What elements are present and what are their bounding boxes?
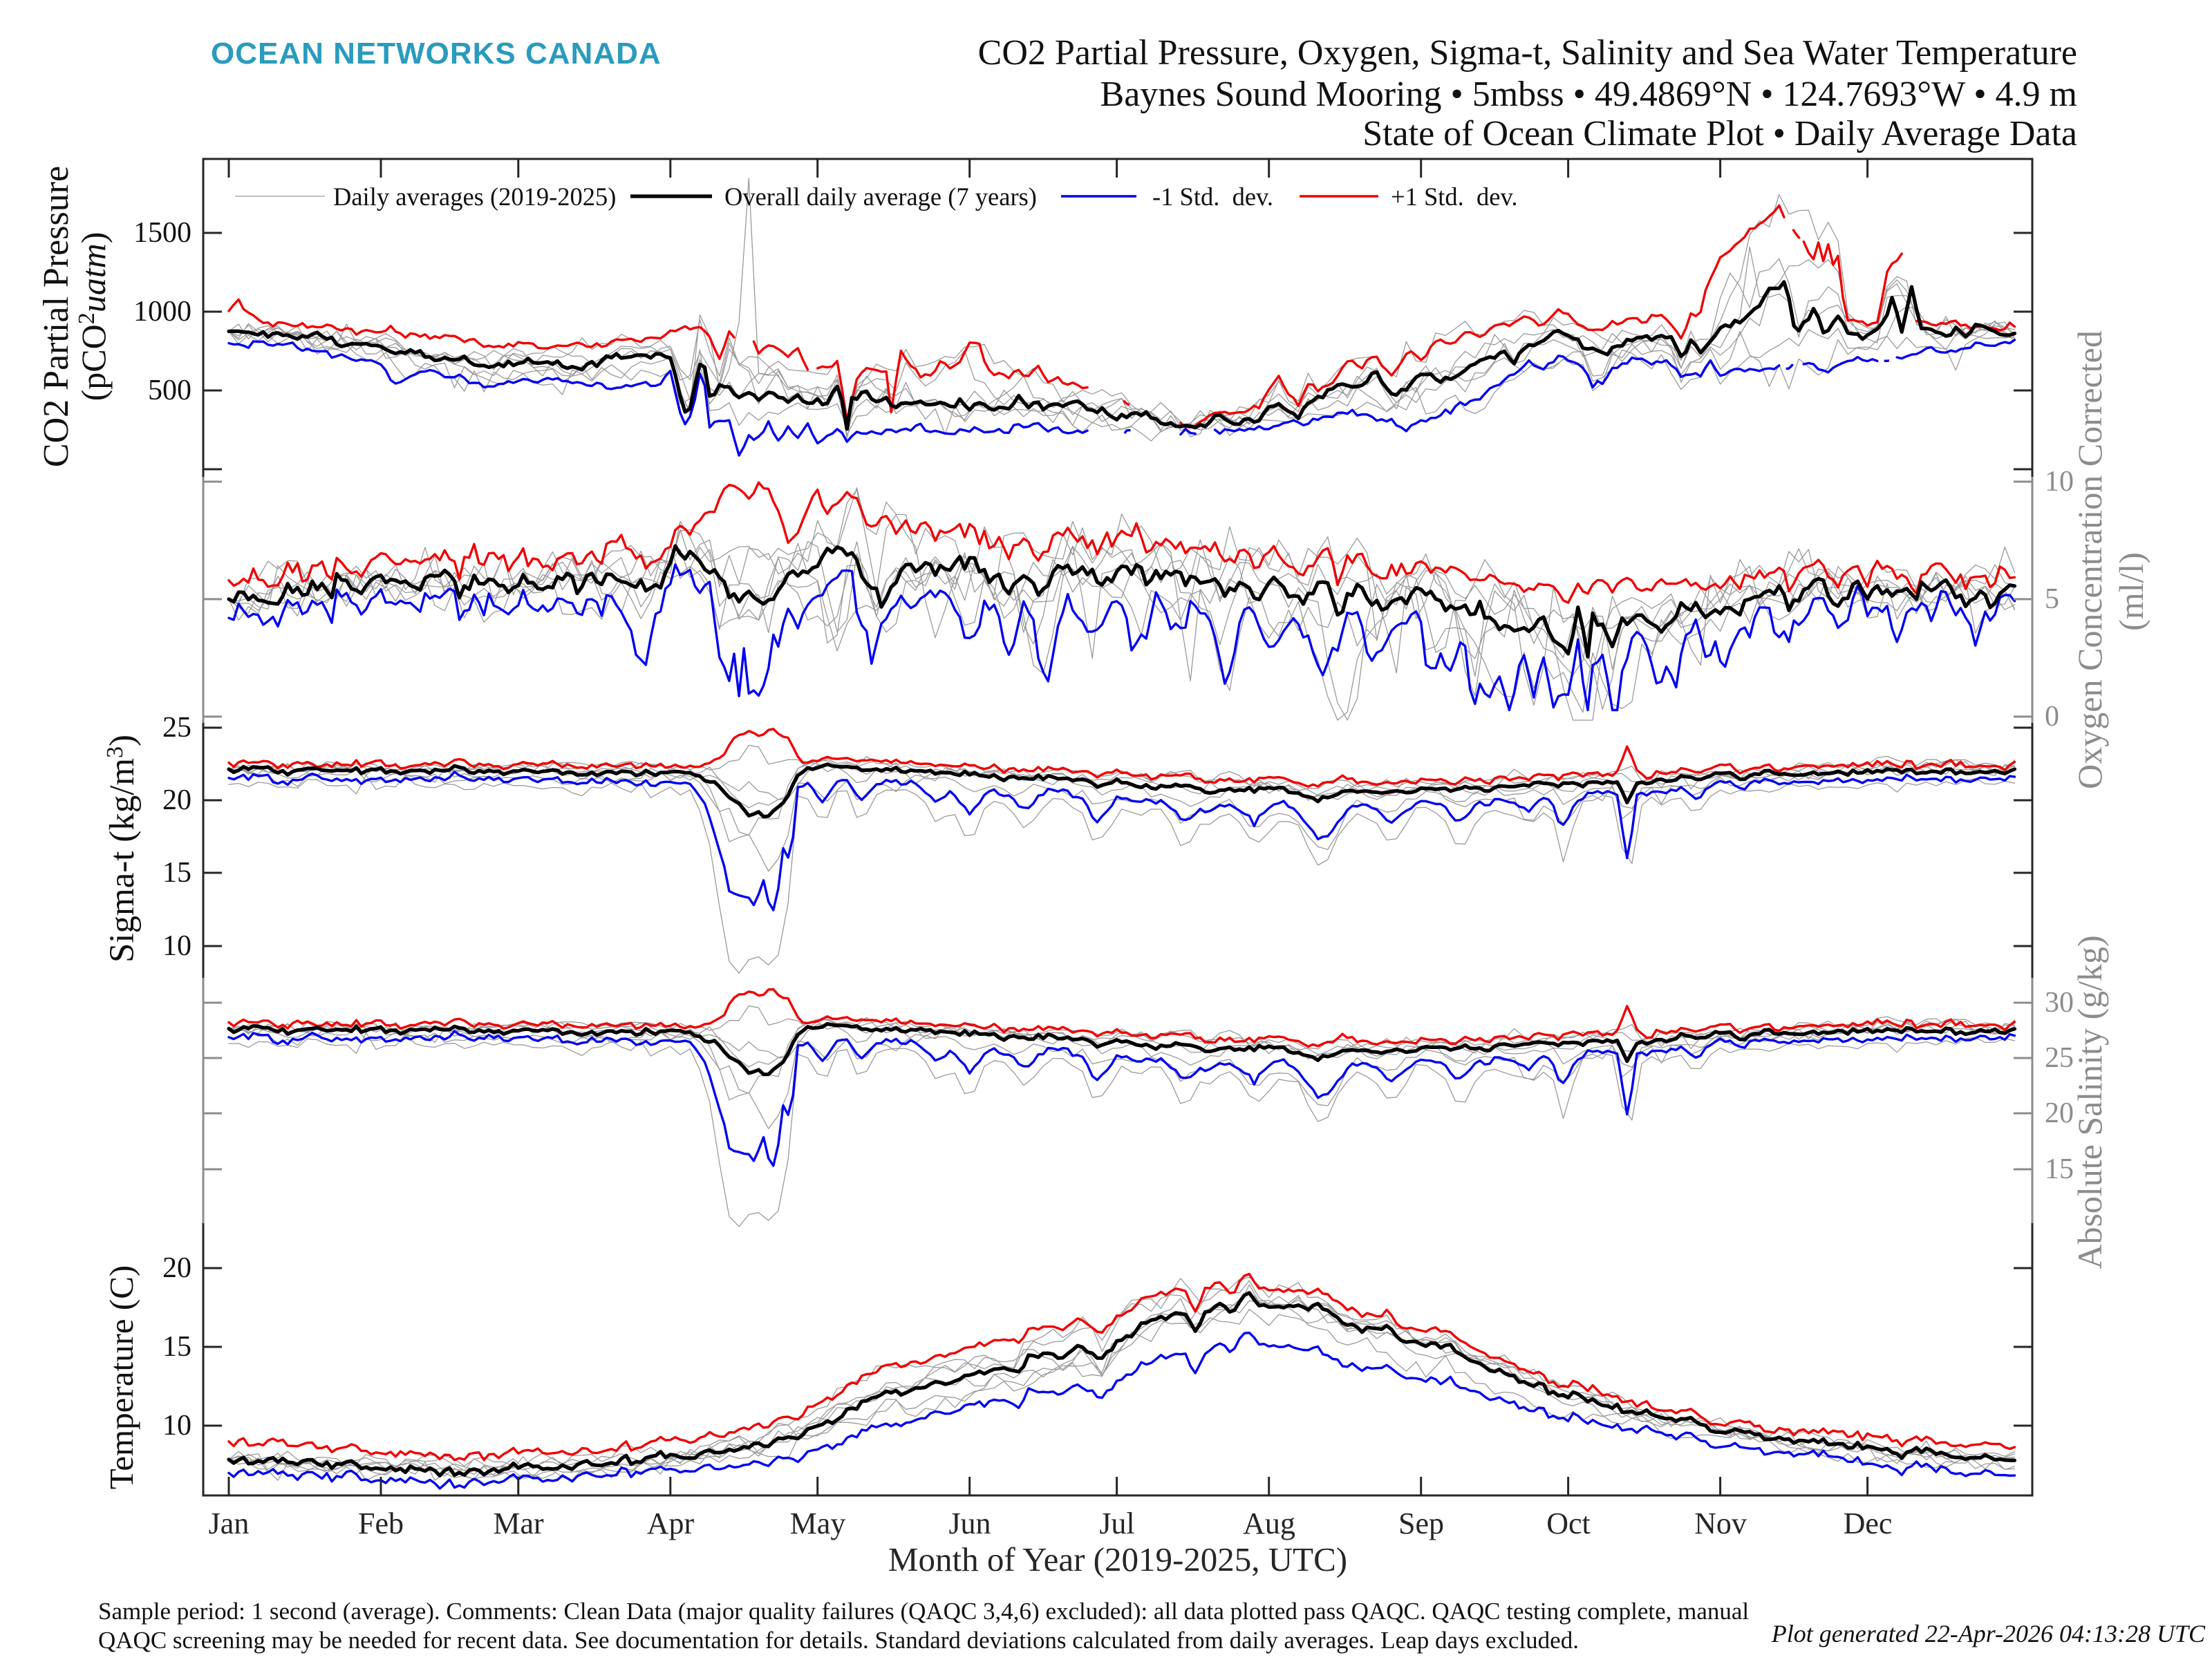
svg-text:Oxygen Concentration Corrected: Oxygen Concentration Corrected	[2070, 330, 2109, 789]
svg-text:State of Ocean Climate Plot •: State of Ocean Climate Plot • Daily Aver…	[1362, 114, 2077, 153]
svg-text:25: 25	[2045, 1042, 2074, 1074]
svg-text:20: 20	[162, 1252, 191, 1284]
svg-text:Mar: Mar	[493, 1507, 544, 1540]
svg-text:-1 Std. dev.: -1 Std. dev.	[1152, 182, 1273, 211]
svg-text:Sep: Sep	[1398, 1507, 1444, 1540]
svg-text:Feb: Feb	[358, 1507, 404, 1540]
svg-text:500: 500	[148, 375, 191, 406]
svg-text:20: 20	[162, 784, 191, 816]
svg-text:Dec: Dec	[1844, 1507, 1893, 1540]
svg-text:OCEAN NETWORKS CANADA: OCEAN NETWORKS CANADA	[211, 37, 662, 70]
svg-text:0: 0	[2045, 701, 2059, 733]
svg-text:10: 10	[2045, 466, 2074, 498]
svg-text:Baynes Sound Mooring • 5mbss •: Baynes Sound Mooring • 5mbss • 49.4869°N…	[1100, 75, 2077, 114]
svg-text:20: 20	[2045, 1097, 2074, 1129]
svg-text:Daily averages (2019-2025): Daily averages (2019-2025)	[333, 182, 616, 211]
svg-text:15: 15	[162, 1331, 191, 1363]
svg-text:CO2 Partial Pressure, Oxygen,: CO2 Partial Pressure, Oxygen, Sigma-t, S…	[978, 33, 2077, 73]
svg-text:+1 Std. dev.: +1 Std. dev.	[1391, 182, 1517, 211]
svg-text:Aug: Aug	[1243, 1507, 1295, 1540]
svg-text:Oct: Oct	[1546, 1507, 1591, 1540]
svg-text:CO2 Partial Pressure: CO2 Partial Pressure	[37, 166, 76, 467]
svg-text:Overall daily average (7 years: Overall daily average (7 years)	[724, 182, 1037, 211]
svg-text:30: 30	[2045, 987, 2074, 1019]
svg-text:1500: 1500	[133, 217, 191, 249]
svg-text:Temperature (C): Temperature (C)	[102, 1265, 140, 1489]
svg-text:Nov: Nov	[1694, 1507, 1747, 1540]
svg-text:5: 5	[2045, 583, 2059, 615]
svg-text:15: 15	[162, 857, 191, 889]
svg-text:Absolute Salinity (g/kg): Absolute Salinity (g/kg)	[2070, 935, 2109, 1269]
svg-text:15: 15	[2045, 1153, 2074, 1185]
svg-text:Sigma-t (kg/m3): Sigma-t (kg/m3)	[102, 735, 142, 963]
svg-text:QAQC screening may be needed f: QAQC screening may be needed for recent …	[98, 1627, 1579, 1654]
svg-text:(ml/l): (ml/l)	[2112, 552, 2150, 631]
svg-text:Jan: Jan	[209, 1507, 250, 1540]
svg-text:May: May	[790, 1507, 846, 1540]
svg-text:Jun: Jun	[948, 1507, 991, 1540]
svg-text:Month of Year (2019-2025, UTC): Month of Year (2019-2025, UTC)	[888, 1540, 1347, 1578]
svg-text:10: 10	[162, 930, 191, 962]
svg-text:10: 10	[162, 1410, 191, 1442]
svg-text:1000: 1000	[133, 296, 191, 328]
svg-text:Jul: Jul	[1099, 1507, 1134, 1540]
svg-text:Apr: Apr	[647, 1507, 695, 1540]
svg-text:Plot generated 22-Apr-2026 04:: Plot generated 22-Apr-2026 04:13:28 UTC	[1771, 1620, 2206, 1647]
svg-text:Sample period: 1 second (avera: Sample period: 1 second (average). Comme…	[98, 1598, 1749, 1625]
svg-text:25: 25	[162, 712, 191, 744]
